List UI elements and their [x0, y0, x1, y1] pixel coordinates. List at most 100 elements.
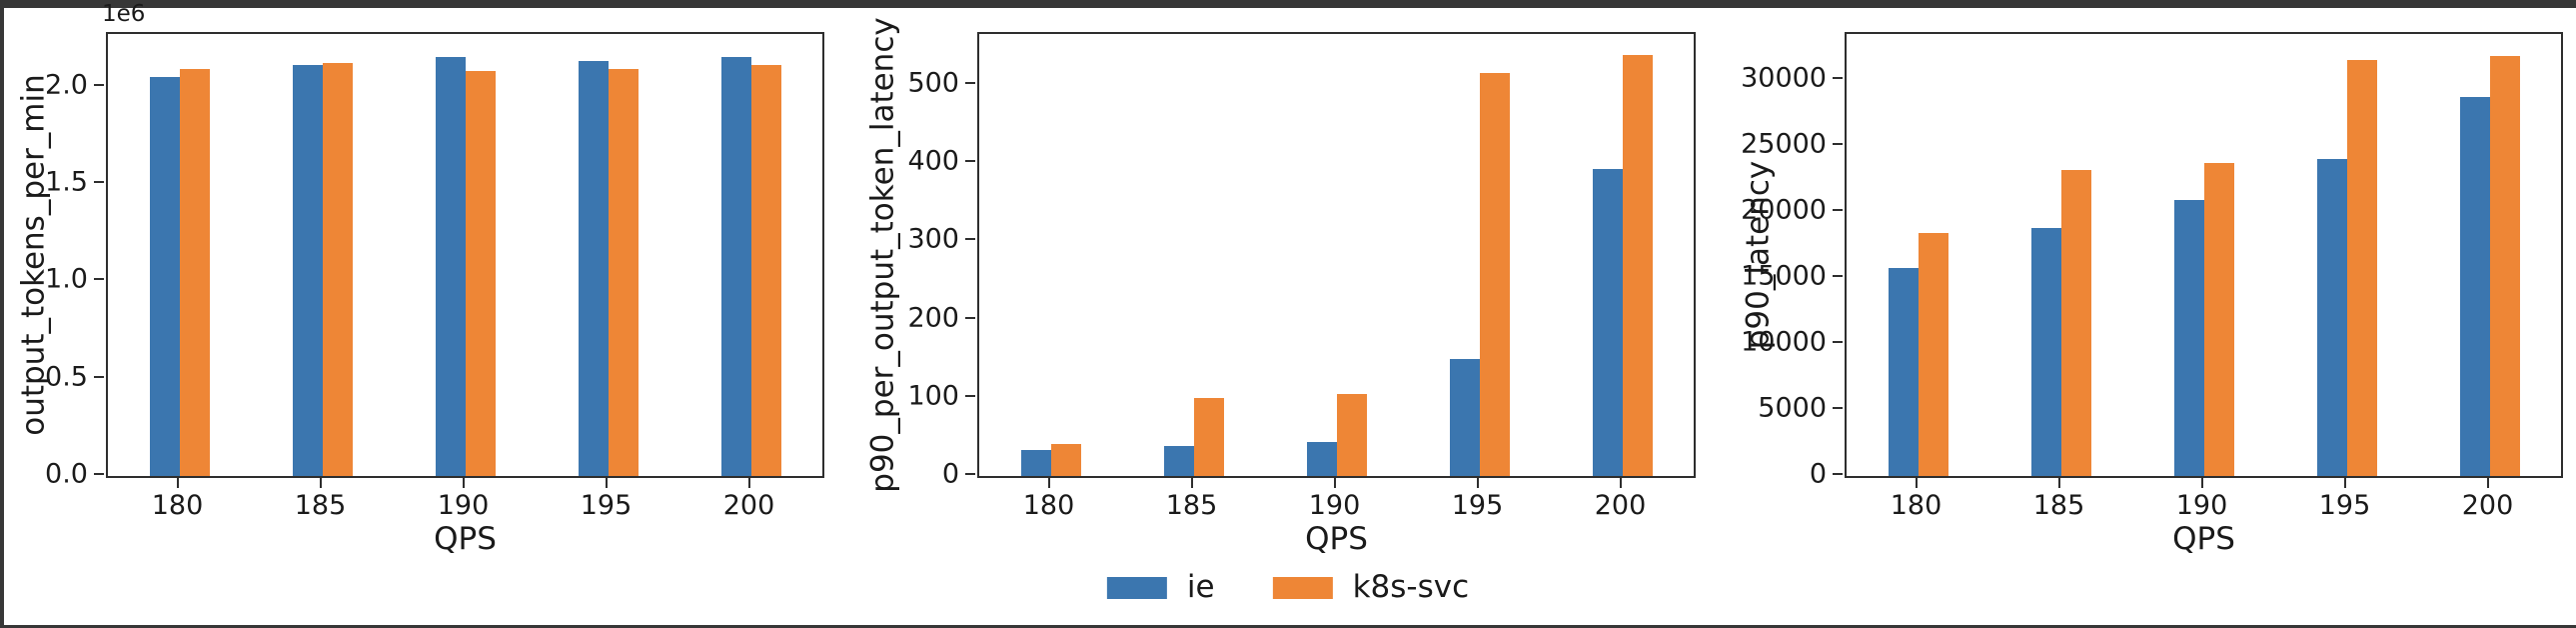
bar-k8s-svc-190 [1336, 393, 1367, 476]
y-axis-offset-label: 1e6 [102, 1, 146, 27]
x-tick-mark [319, 478, 322, 488]
x-axis-label: QPS [1305, 521, 1368, 557]
x-tick-mark [1047, 478, 1050, 488]
window-top-band [0, 0, 2576, 8]
bar-k8s-svc-195 [608, 69, 639, 476]
x-tick-mark [462, 478, 465, 488]
bar-k8s-svc-185 [322, 63, 353, 476]
y-tick-label: 400 [907, 145, 959, 177]
bar-ie-190 [1306, 441, 1337, 476]
x-tick-label: 195 [2318, 490, 2371, 521]
x-tick-label: 195 [1451, 490, 1504, 521]
bar-ie-180 [149, 76, 180, 476]
y-tick-mark [965, 160, 975, 163]
legend-label: ie [1186, 569, 1215, 605]
y-tick-label: 500 [907, 67, 959, 99]
x-tick-mark [1476, 478, 1479, 488]
chart-output-tokens-per-min: 1e6 output_tokens_per_min QPS 0.0 0.5 1.0 1… [16, 3, 824, 555]
y-tick-label: 100 [907, 380, 959, 412]
chart-p90-latency: p90_latency QPS 0 5000 10000 15000 20000 2500… [1741, 32, 2563, 555]
y-tick-label: 20000 [1741, 194, 1827, 226]
x-tick-mark [2486, 478, 2489, 488]
y-tick-mark [94, 278, 104, 281]
bar-ie-200 [2459, 97, 2490, 476]
bar-k8s-svc-185 [1193, 397, 1224, 476]
y-tick-mark [1833, 341, 1843, 344]
legend-swatch-k8s-svc [1272, 576, 1333, 599]
y-tick-mark [94, 473, 104, 475]
y-tick-mark [94, 375, 104, 378]
bar-k8s-svc-195 [1479, 73, 1510, 476]
x-tick-label: 180 [1022, 490, 1075, 521]
y-tick-mark [1833, 77, 1843, 80]
bar-ie-200 [720, 57, 751, 476]
bar-ie-195 [2316, 159, 2347, 476]
legend-item-k8s-svc: k8s-svc [1272, 569, 1470, 605]
y-tick-label: 300 [907, 223, 959, 255]
x-tick-label: 190 [437, 490, 490, 521]
y-tick-mark [1833, 473, 1843, 475]
plot-area [106, 32, 824, 478]
x-tick-mark [2200, 478, 2203, 488]
bar-k8s-svc-180 [1050, 443, 1081, 476]
x-tick-label: 200 [722, 490, 775, 521]
bar-k8s-svc-185 [2060, 169, 2091, 476]
y-tick-label: 2.0 [45, 69, 88, 101]
bar-ie-180 [1888, 267, 1919, 476]
x-tick-label: 185 [1165, 490, 1218, 521]
bar-ie-185 [2030, 227, 2061, 476]
y-tick-mark [965, 81, 975, 84]
y-tick-label: 0.5 [45, 361, 88, 393]
x-tick-mark [747, 478, 750, 488]
x-tick-mark [1915, 478, 1918, 488]
y-tick-mark [965, 316, 975, 319]
bar-k8s-svc-180 [1918, 233, 1948, 476]
y-tick-mark [1833, 275, 1843, 278]
bar-ie-180 [1020, 450, 1051, 476]
bar-k8s-svc-195 [2346, 60, 2377, 476]
bar-ie-195 [1449, 358, 1480, 476]
x-tick-mark [176, 478, 179, 488]
x-tick-label: 195 [580, 490, 633, 521]
x-tick-mark [2057, 478, 2060, 488]
chart-p90-per-output-token-latency: p90_per_output_token_latency QPS 0 100 200… [865, 17, 1696, 555]
bar-ie-195 [578, 61, 609, 476]
y-tick-label: 0.0 [45, 458, 88, 490]
y-tick-label: 0 [941, 458, 959, 490]
plot-area [977, 32, 1696, 478]
window-bottom-band [0, 625, 2576, 628]
bar-k8s-svc-180 [179, 69, 210, 476]
x-tick-label: 185 [2032, 490, 2085, 521]
x-tick-label: 185 [294, 490, 347, 521]
bar-ie-200 [1592, 168, 1623, 476]
bar-k8s-svc-200 [1622, 55, 1653, 476]
bar-k8s-svc-190 [465, 71, 496, 476]
window-left-band [0, 0, 4, 628]
y-tick-mark [1833, 407, 1843, 410]
bar-k8s-svc-200 [750, 65, 781, 476]
legend-swatch-ie [1106, 576, 1167, 599]
bar-ie-185 [292, 65, 323, 476]
bar-ie-190 [2173, 200, 2204, 476]
x-tick-mark [1333, 478, 1336, 488]
y-axis-label: p90_per_output_token_latency [864, 17, 901, 493]
x-axis-label: QPS [2172, 521, 2235, 557]
y-tick-label: 10000 [1741, 326, 1827, 358]
y-tick-mark [1833, 209, 1843, 212]
legend: ie k8s-svc [1106, 569, 1470, 605]
y-tick-mark [965, 238, 975, 241]
y-tick-label: 5000 [1758, 392, 1827, 424]
bar-ie-190 [435, 57, 466, 476]
x-tick-mark [1619, 478, 1622, 488]
y-tick-label: 1.5 [45, 166, 88, 198]
x-tick-label: 200 [1594, 490, 1647, 521]
x-tick-label: 180 [151, 490, 204, 521]
x-tick-mark [2343, 478, 2346, 488]
x-tick-label: 200 [2461, 490, 2514, 521]
plot-area [1845, 32, 2563, 478]
x-tick-mark [1190, 478, 1193, 488]
y-tick-label: 200 [907, 302, 959, 334]
legend-label: k8s-svc [1352, 569, 1470, 605]
bar-k8s-svc-190 [2203, 163, 2234, 476]
